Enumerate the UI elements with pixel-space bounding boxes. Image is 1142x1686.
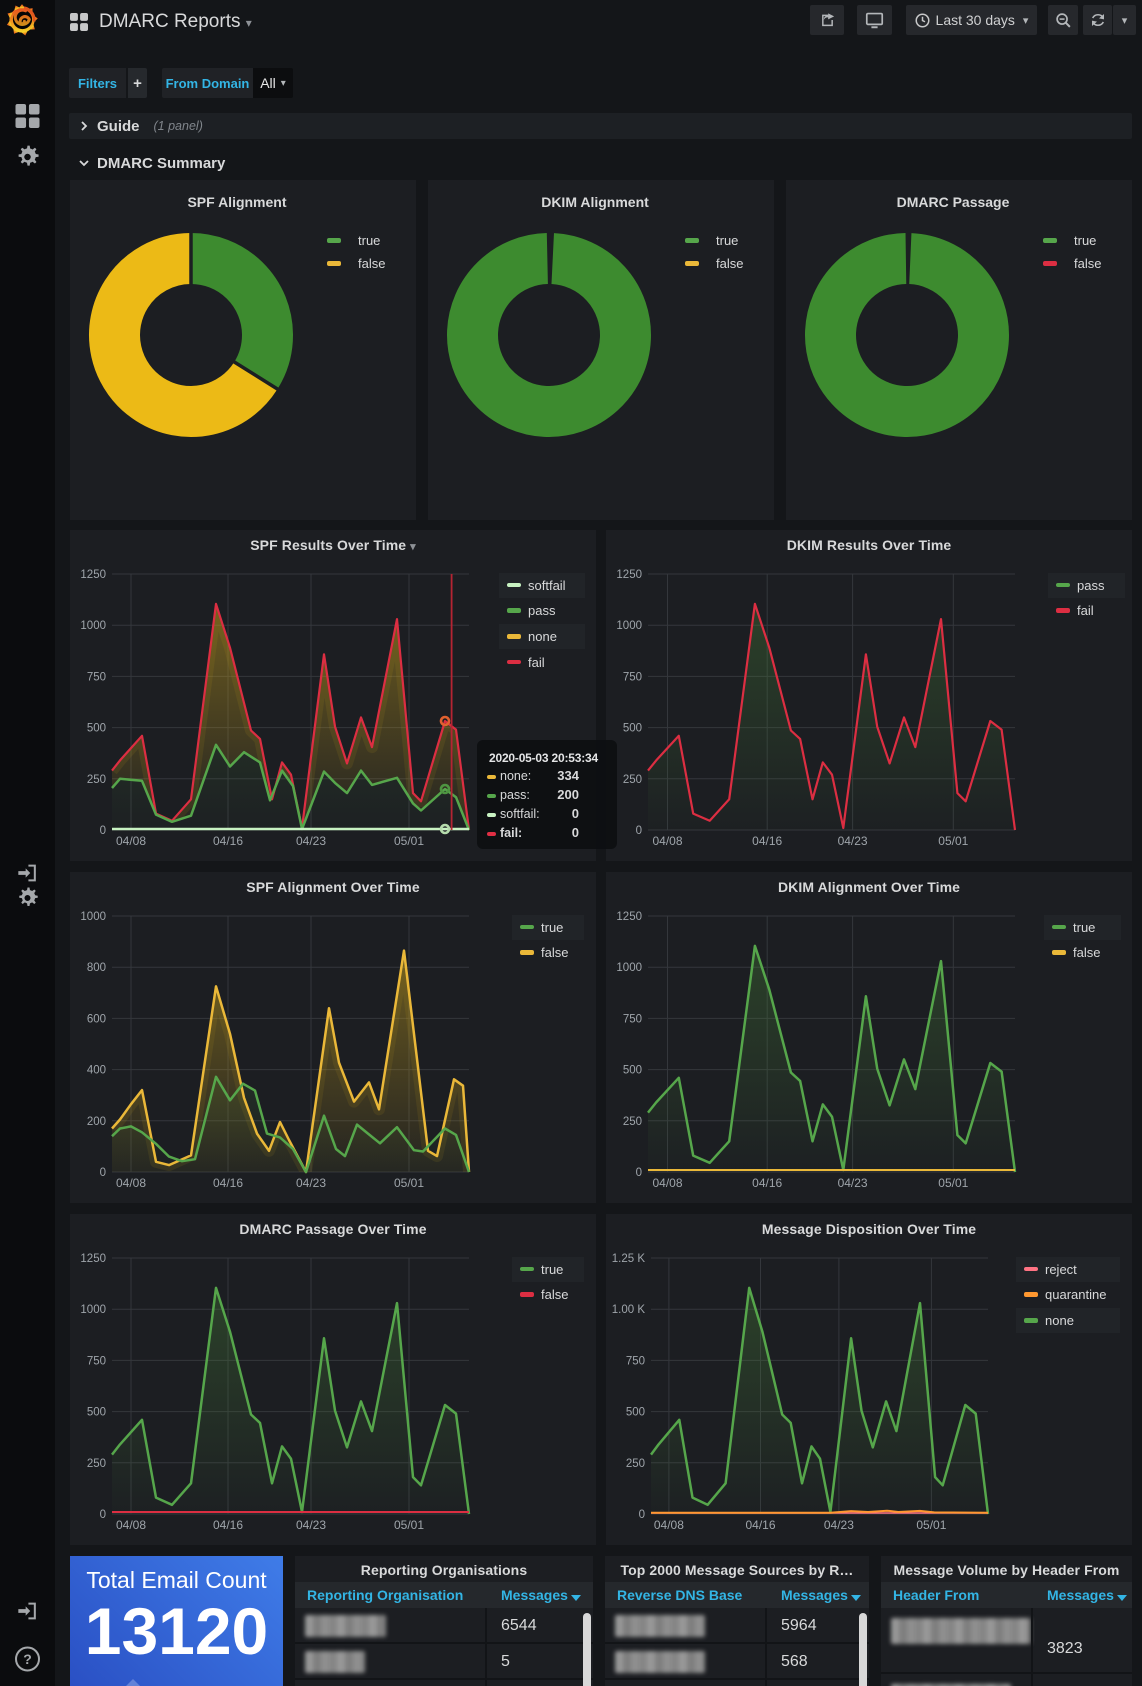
svg-text:750: 750 xyxy=(87,1355,106,1367)
svg-text:04/23: 04/23 xyxy=(296,1176,326,1190)
svg-text:04/16: 04/16 xyxy=(213,1518,243,1532)
svg-text:04/23: 04/23 xyxy=(838,1176,868,1190)
svg-text:250: 250 xyxy=(626,1458,645,1470)
svg-text:1000: 1000 xyxy=(80,911,106,923)
svg-text:04/23: 04/23 xyxy=(824,1518,854,1532)
svg-text:0: 0 xyxy=(100,825,106,837)
svg-text:0: 0 xyxy=(100,1167,106,1179)
svg-text:1250: 1250 xyxy=(616,911,642,923)
svg-text:04/08: 04/08 xyxy=(652,1176,682,1190)
svg-text:05/01: 05/01 xyxy=(394,1518,424,1532)
svg-text:04/16: 04/16 xyxy=(745,1518,775,1532)
svg-text:05/01: 05/01 xyxy=(394,834,424,848)
svg-text:1250: 1250 xyxy=(80,569,106,581)
svg-text:04/16: 04/16 xyxy=(213,1176,243,1190)
svg-text:1000: 1000 xyxy=(80,1304,106,1316)
svg-text:04/23: 04/23 xyxy=(838,834,868,848)
svg-text:04/23: 04/23 xyxy=(296,1518,326,1532)
svg-text:0: 0 xyxy=(636,1167,642,1179)
svg-text:05/01: 05/01 xyxy=(916,1518,946,1532)
svg-text:0: 0 xyxy=(639,1509,645,1521)
svg-text:04/08: 04/08 xyxy=(116,1518,146,1532)
svg-text:750: 750 xyxy=(623,671,642,683)
svg-text:04/23: 04/23 xyxy=(296,834,326,848)
svg-text:1.00 K: 1.00 K xyxy=(612,1304,646,1316)
svg-text:500: 500 xyxy=(87,723,106,735)
svg-text:1250: 1250 xyxy=(80,1253,106,1265)
svg-text:1250: 1250 xyxy=(616,569,642,581)
svg-text:04/08: 04/08 xyxy=(116,834,146,848)
svg-text:400: 400 xyxy=(87,1065,106,1077)
svg-text:04/08: 04/08 xyxy=(116,1176,146,1190)
svg-text:750: 750 xyxy=(623,1013,642,1025)
svg-text:04/16: 04/16 xyxy=(213,834,243,848)
svg-text:0: 0 xyxy=(100,1509,106,1521)
svg-text:800: 800 xyxy=(87,962,106,974)
svg-text:04/08: 04/08 xyxy=(654,1518,684,1532)
svg-text:05/01: 05/01 xyxy=(938,1176,968,1190)
svg-text:0: 0 xyxy=(636,825,642,837)
svg-text:200: 200 xyxy=(87,1116,106,1128)
svg-text:500: 500 xyxy=(623,723,642,735)
svg-text:250: 250 xyxy=(623,774,642,786)
svg-text:500: 500 xyxy=(87,1407,106,1419)
svg-text:750: 750 xyxy=(87,671,106,683)
svg-text:600: 600 xyxy=(87,1013,106,1025)
svg-text:?: ? xyxy=(23,1651,32,1667)
svg-text:500: 500 xyxy=(623,1065,642,1077)
svg-text:250: 250 xyxy=(623,1116,642,1128)
svg-text:750: 750 xyxy=(626,1355,645,1367)
svg-text:04/16: 04/16 xyxy=(752,1176,782,1190)
svg-text:1000: 1000 xyxy=(616,962,642,974)
svg-text:1.25 K: 1.25 K xyxy=(612,1253,646,1265)
svg-text:1000: 1000 xyxy=(616,620,642,632)
svg-text:250: 250 xyxy=(87,1458,106,1470)
svg-text:05/01: 05/01 xyxy=(394,1176,424,1190)
svg-text:1000: 1000 xyxy=(80,620,106,632)
svg-text:04/16: 04/16 xyxy=(752,834,782,848)
svg-text:500: 500 xyxy=(626,1407,645,1419)
svg-text:04/08: 04/08 xyxy=(652,834,682,848)
svg-text:250: 250 xyxy=(87,774,106,786)
svg-text:05/01: 05/01 xyxy=(938,834,968,848)
